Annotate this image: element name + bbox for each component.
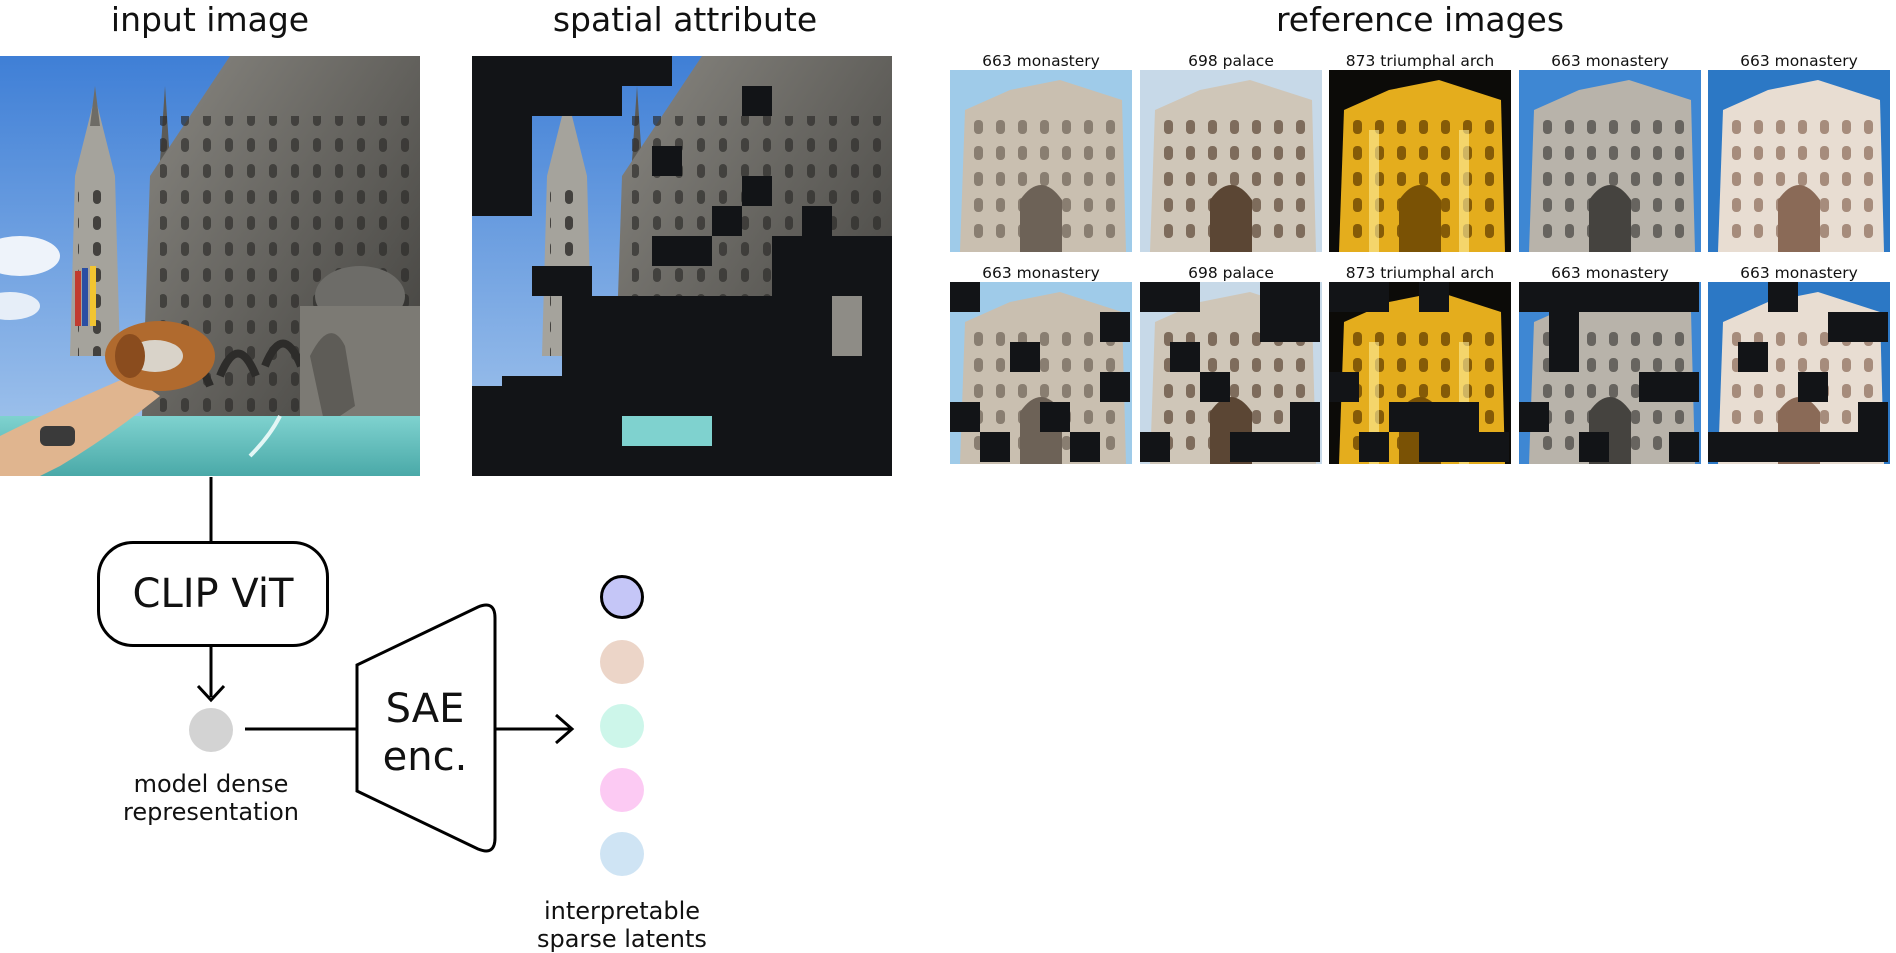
spatial-attribute-image	[472, 56, 892, 476]
reference-caption: 663 monastery	[1740, 264, 1858, 282]
reference-caption: 698 palace	[1188, 264, 1274, 282]
reference-caption: 663 monastery	[982, 52, 1100, 70]
dense-label-line1: model dense	[133, 770, 289, 798]
spatial-attribute-title: spatial attribute	[552, 0, 818, 39]
input-image	[0, 56, 420, 476]
dense-representation-node	[189, 708, 233, 752]
reference-caption: 663 monastery	[1740, 52, 1858, 70]
reference-image-photo	[1519, 70, 1701, 252]
reference-image-photo	[1519, 282, 1701, 464]
latent-node	[600, 832, 644, 876]
latent-node	[600, 640, 644, 684]
reference-images-title: reference images	[1275, 0, 1565, 39]
reference-image	[1140, 70, 1322, 252]
reference-image-photo	[1140, 70, 1322, 252]
reference-caption: 873 triumphal arch	[1345, 52, 1495, 70]
latents-label-line1: interpretable	[543, 897, 701, 925]
reference-caption: 663 monastery	[1551, 264, 1669, 282]
clip-to-dense-arrowhead	[196, 684, 226, 703]
spatial-attribute-photo	[472, 56, 892, 476]
reference-image	[950, 282, 1132, 464]
reference-image	[1329, 282, 1511, 464]
latents-label-line2: sparse latents	[537, 925, 707, 953]
latent-node-active	[600, 575, 644, 619]
reference-image-photo	[1140, 282, 1322, 464]
reference-caption: 698 palace	[1188, 52, 1274, 70]
reference-image	[1140, 282, 1322, 464]
reference-image	[950, 70, 1132, 252]
reference-image	[1708, 70, 1890, 252]
sae-label-line1: SAE	[385, 686, 465, 732]
sae-label-line2: enc.	[382, 734, 468, 780]
sae-encoder-label: SAE enc.	[355, 685, 495, 781]
latent-node	[600, 704, 644, 748]
input-image-title: input image	[110, 0, 310, 39]
reference-image	[1708, 282, 1890, 464]
latent-node	[600, 768, 644, 812]
reference-caption: 663 monastery	[982, 264, 1100, 282]
encoder-to-latents-arrowhead	[555, 713, 575, 745]
reference-image-photo	[950, 282, 1132, 464]
clip-vit-box: CLIP ViT	[97, 541, 329, 647]
reference-caption: 663 monastery	[1551, 52, 1669, 70]
reference-image-photo	[1329, 70, 1511, 252]
reference-caption: 873 triumphal arch	[1345, 264, 1495, 282]
dense-label-line2: representation	[122, 798, 299, 826]
sae-encoder-trapezoid	[355, 603, 497, 853]
input-image-photo	[0, 56, 420, 476]
reference-image-photo	[1708, 282, 1890, 464]
reference-image-photo	[950, 70, 1132, 252]
reference-image-photo	[1708, 70, 1890, 252]
reference-image	[1519, 70, 1701, 252]
reference-image-photo	[1329, 282, 1511, 464]
reference-image	[1329, 70, 1511, 252]
sparse-latents-label: interpretable sparse latents	[522, 897, 722, 953]
reference-image	[1519, 282, 1701, 464]
dense-representation-label: model dense representation	[111, 770, 311, 826]
